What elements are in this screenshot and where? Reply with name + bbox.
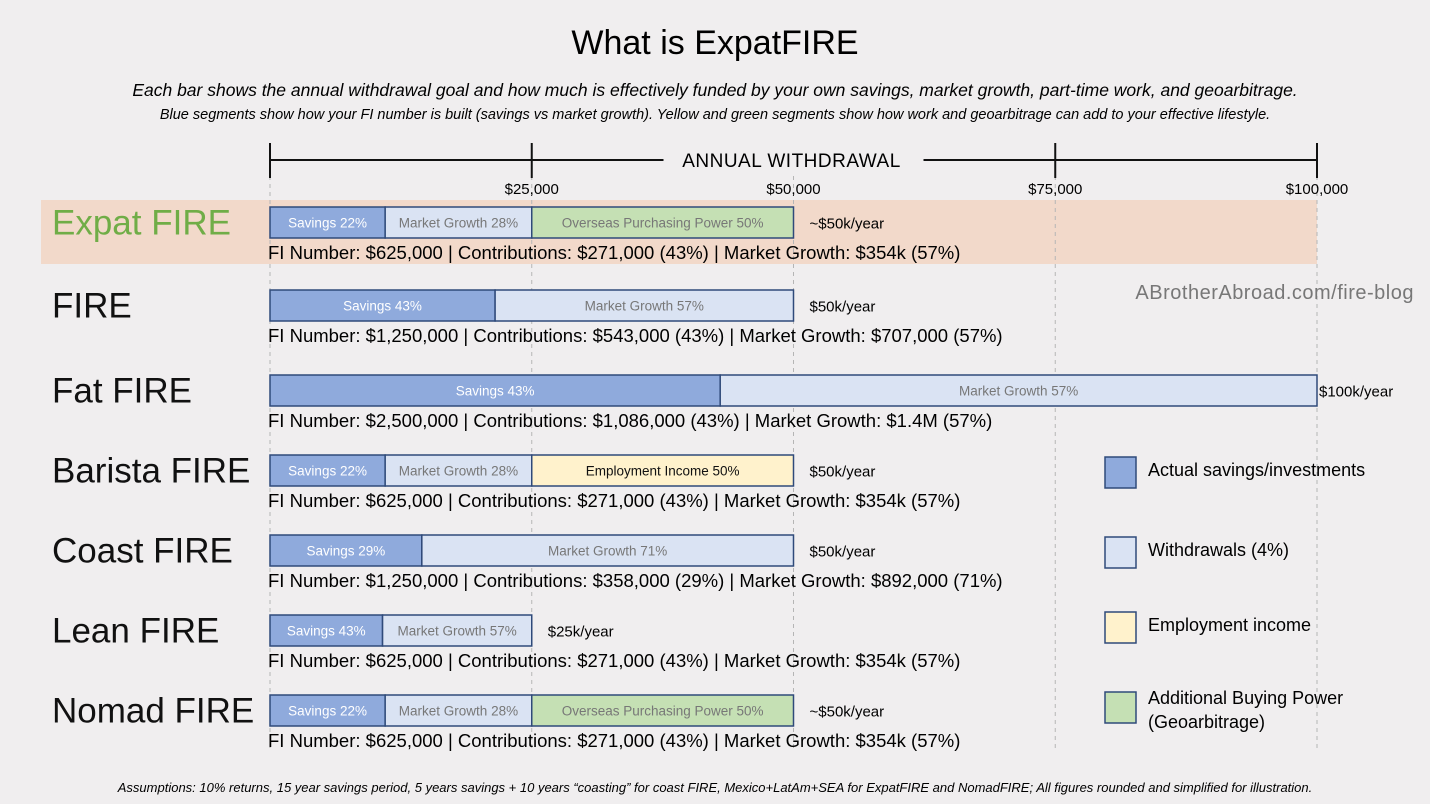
value-label: ~$50k/year [810,216,885,233]
segment-label: Savings 43% [456,384,535,399]
value-label: $100k/year [1319,384,1393,401]
segment-label: Market Growth 71% [548,544,667,559]
row-label: Nomad FIRE [52,692,254,731]
legend-swatch-geoarbitrage [1104,691,1137,724]
legend-label: Employment income [1148,615,1311,635]
fi-info: FI Number: $625,000 | Contributions: $27… [268,242,960,263]
bar-segment-employment [531,454,795,487]
legend-label: Withdrawals (4%) [1148,540,1289,560]
bar-segment-geoarbitrage [531,694,795,727]
tick-label: $50,000 [766,181,820,198]
fi-info: FI Number: $1,250,000 | Contributions: $… [268,325,1003,346]
bar-segment-savings [269,534,423,567]
axis-title: ANNUAL WITHDRAWAL [682,151,901,172]
segment-label: Market Growth 57% [585,299,704,314]
fi-info: FI Number: $625,000 | Contributions: $27… [268,490,960,511]
segment-label: Market Growth 57% [959,384,1078,399]
legend-label-line: Additional Buying Power [1148,688,1343,708]
bar-segment-market-growth [384,454,533,487]
footnote: Assumptions: 10% returns, 15 year saving… [117,780,1313,795]
value-label: $50k/year [810,544,876,561]
page-title: What is ExpatFIRE [571,24,858,62]
row-label: Fat FIRE [52,372,192,411]
segment-label: Market Growth 57% [398,624,517,639]
legend-label-line: (Geoarbitrage) [1148,712,1265,732]
bar-segment-market-growth [421,534,795,567]
row-fat-fire: Fat FIRE Savings 43% Market Growth 57% $100… [52,372,1393,432]
bar-segment-savings [269,206,386,239]
row-expat-fire: Expat FIRE Savings 22% Market Growth 28% Ov… [52,204,960,264]
subtitle-2: Blue segments show how your FI number is… [160,107,1270,123]
row-coast-fire: Coast FIRE Savings 29% Market Growth 71% $5… [52,532,1003,592]
bar-segment-market-growth [719,374,1318,407]
fi-info: FI Number: $625,000 | Contributions: $27… [268,650,960,671]
bar-segment-savings [269,614,384,647]
segment-label: Overseas Purchasing Power 50% [562,216,764,231]
row-fire: FIRE Savings 43% Market Growth 57% $50k/yea… [52,287,1003,347]
bar-segment-geoarbitrage [531,206,795,239]
value-label: $50k/year [810,299,876,316]
bar-segment-market-growth [384,694,533,727]
value-label: ~$50k/year [810,704,885,721]
row-label: Barista FIRE [52,452,250,491]
value-label: $25k/year [548,624,614,641]
subtitle-1: Each bar shows the annual withdrawal goa… [132,80,1297,100]
segment-label: Savings 22% [288,464,367,479]
segment-label: Market Growth 28% [399,704,518,719]
bar-segment-market-growth [381,614,533,647]
segment-label: Market Growth 28% [399,464,518,479]
fi-info: FI Number: $625,000 | Contributions: $27… [268,730,960,751]
legend-swatch-savings [1104,456,1137,489]
segment-label: Employment Income 50% [586,464,740,479]
legend-swatch-market-growth [1104,536,1137,569]
row-barista-fire: Barista FIRE Savings 22% Market Growth 28%… [52,452,960,512]
fi-info: FI Number: $1,250,000 | Contributions: $… [268,570,1003,591]
segment-label: Savings 43% [287,624,366,639]
fi-info: FI Number: $2,500,000 | Contributions: $… [268,410,992,431]
row-label: Lean FIRE [52,612,219,651]
legend-swatch-employment [1104,611,1137,644]
tick-label: $100,000 [1286,181,1349,198]
segment-label: Savings 22% [288,704,367,719]
row-label: FIRE [52,287,132,326]
bar-segment-savings [269,289,496,322]
watermark: ABrotherAbroad.com/fire-blog [1135,282,1414,304]
row-lean-fire: Lean FIRE Savings 43% Market Growth 57% $25… [52,612,960,672]
row-label: Expat FIRE [52,204,231,243]
tick-label: $25,000 [505,181,559,198]
segment-label: Savings 43% [343,299,422,314]
bar-segment-savings [269,454,386,487]
row-nomad-fire: Nomad FIRE Savings 22% Market Growth 28% Ov… [52,692,960,752]
segment-label: Overseas Purchasing Power 50% [562,704,764,719]
legend-label: Additional Buying Power (Geoarbitrage) [1148,688,1343,732]
row-label: Coast FIRE [52,532,233,571]
legend-label: Actual savings/investments [1148,460,1365,480]
segment-label: Market Growth 28% [399,216,518,231]
tick-label: $75,000 [1028,181,1082,198]
bar-segment-market-growth [384,206,533,239]
bar-segment-market-growth [494,289,795,322]
segment-label: Savings 22% [288,216,367,231]
bar-segment-savings [269,694,386,727]
value-label: $50k/year [810,464,876,481]
segment-label: Savings 29% [307,544,386,559]
